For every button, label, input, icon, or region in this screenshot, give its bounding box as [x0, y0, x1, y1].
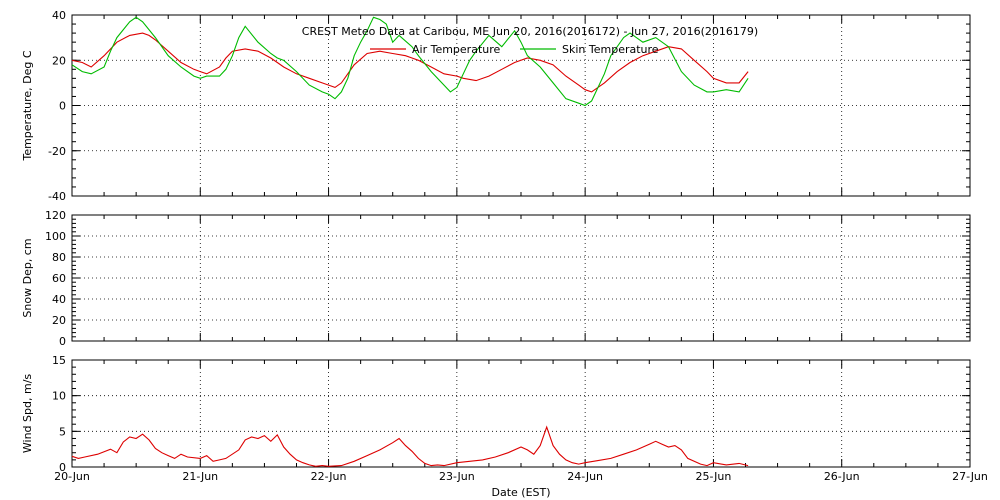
y-axis-label: Wind Spd, m/s: [21, 374, 34, 454]
panel-2: 15 10 5 0 Wind Spd, m/s 20-Jun 21-Jun 22-Jun 23-…: [21, 354, 988, 499]
x-tick-label: 21-Jun: [182, 470, 218, 483]
series-line-0-1: [71, 16, 749, 107]
y-tick-label: -40: [48, 190, 66, 203]
y-tick-label: 40: [52, 9, 66, 22]
x-tick-label: 20-Jun: [54, 470, 90, 483]
y-tick-label: 40: [52, 293, 66, 306]
x-tick-label: 24-Jun: [567, 470, 603, 483]
legend-label: Air Temperature: [412, 43, 501, 56]
y-tick-label: 120: [45, 209, 66, 222]
series-line-0-0: [71, 32, 749, 93]
x-tick-label: 26-Jun: [824, 470, 860, 483]
y-tick-label: 0: [59, 100, 66, 113]
y-tick-label: 60: [52, 272, 66, 285]
y-axis-label: Snow Dep, cm: [21, 238, 34, 317]
panel-frame: [71, 359, 971, 468]
y-tick-label: 100: [45, 230, 66, 243]
panel-0: 40 20 0 -20 -40 Temperature, Deg C Air Tempera…: [21, 9, 971, 203]
x-tick-label: 22-Jun: [311, 470, 347, 483]
y-tick-label: -20: [48, 145, 66, 158]
x-tick-label: 25-Jun: [696, 470, 732, 483]
y-tick-label: 20: [52, 54, 66, 67]
series-line-2-0: [71, 425, 749, 467]
y-tick-label: 20: [52, 314, 66, 327]
y-tick-label: 5: [59, 425, 66, 438]
y-tick-label: 80: [52, 251, 66, 264]
y-axis-label: Temperature, Deg C: [21, 50, 34, 161]
legend-label: Skin Temperature: [562, 43, 659, 56]
y-tick-label: 15: [52, 354, 66, 367]
y-tick-label: 0: [59, 335, 66, 348]
x-tick-label: 27-Jun: [952, 470, 988, 483]
y-tick-label: 0: [59, 461, 66, 474]
chart-title: CREST Meteo Data at Caribou, ME Jun 20, …: [302, 25, 758, 38]
x-tick-label: 23-Jun: [439, 470, 475, 483]
x-axis-label: Date (EST): [491, 486, 550, 499]
panel-1: 120 100 80 60 40 20 0 Snow Dep, cm: [21, 209, 971, 348]
y-tick-label: 10: [52, 390, 66, 403]
